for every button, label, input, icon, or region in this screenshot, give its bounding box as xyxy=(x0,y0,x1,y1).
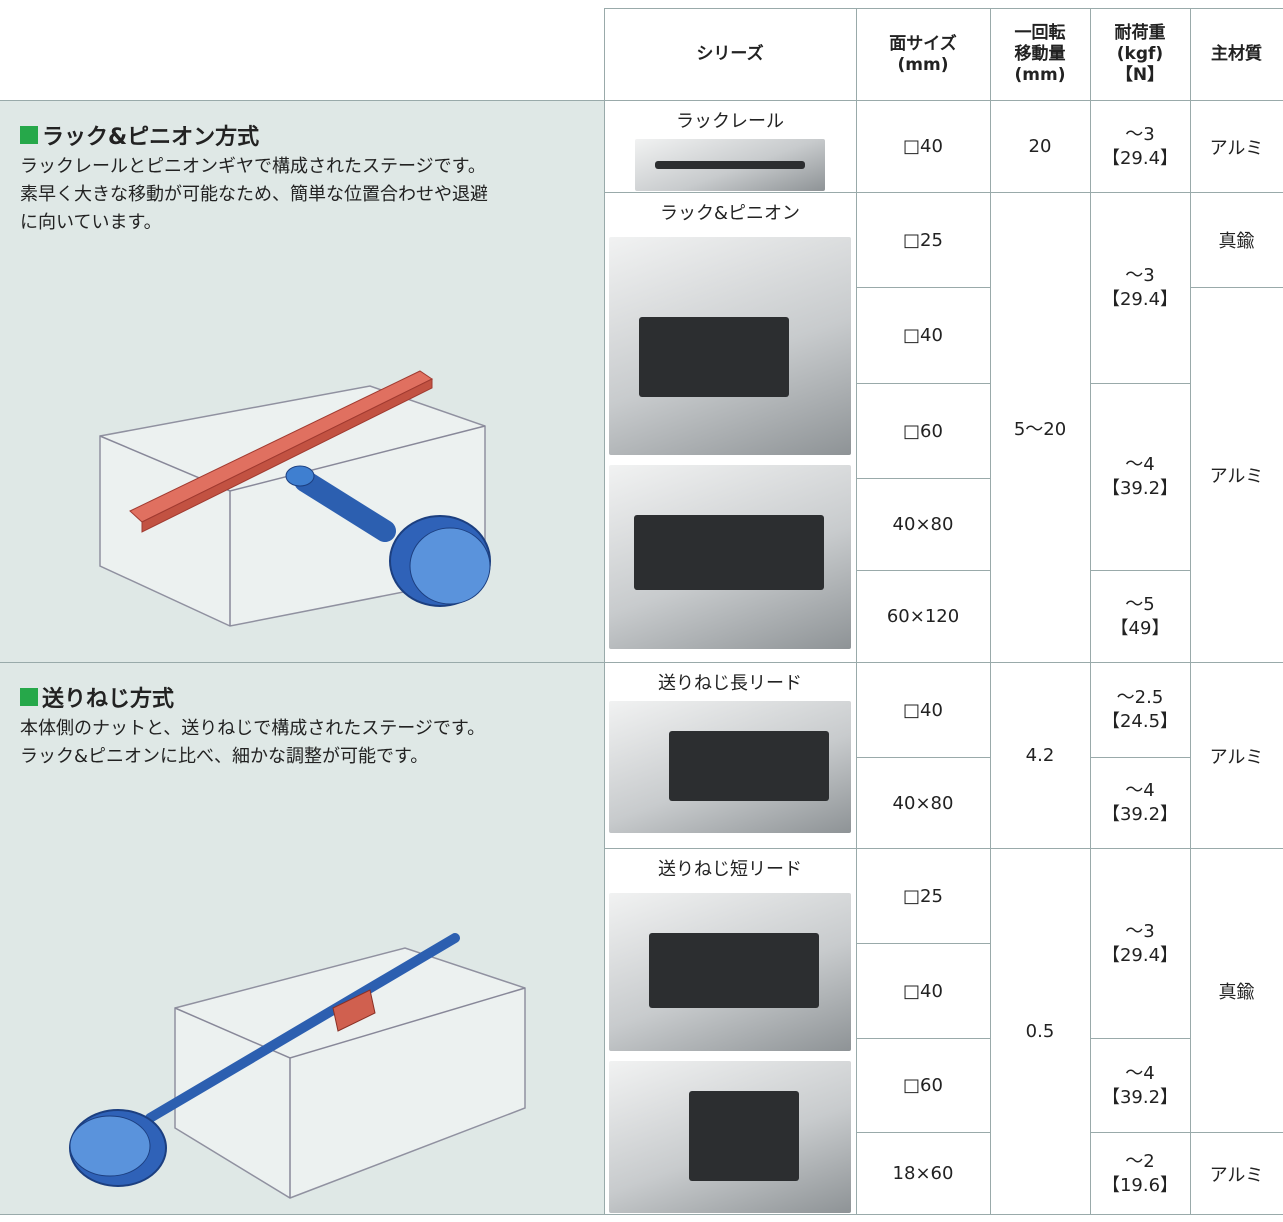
title-text: 送りねじ方式 xyxy=(42,687,175,712)
load-n: 【29.4】 xyxy=(1101,289,1179,310)
header-move: 一回転 移動量 (mm) xyxy=(989,8,1091,101)
load-cell: ～3 【29.4】 xyxy=(1089,100,1191,193)
move-cell: 4.2 xyxy=(989,662,1091,849)
product-photo xyxy=(635,139,825,191)
material-cell: アルミ xyxy=(1189,287,1283,663)
material-cell: アルミ xyxy=(1189,662,1283,849)
header-line: 耐荷重 xyxy=(1114,23,1166,43)
description: 素早く大きな移動が可能なため、簡単な位置合わせや退避 xyxy=(20,184,488,205)
move-cell: 5～20 xyxy=(989,192,1091,663)
product-photo xyxy=(609,1061,851,1213)
load-n: 【29.4】 xyxy=(1101,944,1179,966)
section: 送りねじ方式 本体側のナットと、送りねじで構成されたステージです。 ラック&ピニ… xyxy=(0,662,605,1215)
size-cell: 40×80 xyxy=(855,478,991,571)
load-n: 【19.6】 xyxy=(1101,1174,1179,1196)
size-cell: □25 xyxy=(855,192,991,288)
product-photo xyxy=(609,465,851,649)
description: ラックレールとピニオンギヤで構成されたステージです。 xyxy=(20,156,486,177)
square-icon xyxy=(20,688,38,706)
product-photo xyxy=(609,893,851,1051)
size-cell: 40×80 xyxy=(855,757,991,849)
material-cell: アルミ xyxy=(1189,1132,1283,1215)
load-n: 【24.5】 xyxy=(1101,711,1179,732)
move-cell: 0.5 xyxy=(989,848,1091,1215)
screw-illustration xyxy=(69,933,526,1199)
load-n: 【29.4】 xyxy=(1101,147,1179,169)
load-cell: ～3 【29.4】 xyxy=(1089,192,1191,384)
series-cell: ラックレール xyxy=(603,100,857,193)
rack-illustration xyxy=(99,370,491,627)
load-cell: ～4 【39.2】 xyxy=(1089,757,1191,849)
load-kgf: ～2.5 xyxy=(1116,687,1164,708)
header-load: 耐荷重 (kgf) 【N】 xyxy=(1089,8,1191,101)
title-text: ラック&ピニオン方式 xyxy=(42,125,260,150)
stage-table: シリーズ 面サイズ (mm) 一回転 移動量 (mm) 耐荷重 (kgf) 【N】 主材質… xyxy=(0,8,1283,1215)
section-title: ラック&ピニオン方式 xyxy=(20,119,604,151)
load-kgf: ～2 xyxy=(1125,1150,1155,1172)
load-kgf: ～4 xyxy=(1125,780,1155,801)
load-n: 【39.2】 xyxy=(1101,478,1179,499)
header-line: 移動量 xyxy=(1014,44,1066,64)
header-line: 【N】 xyxy=(1115,65,1165,85)
load-cell: ～2 【19.6】 xyxy=(1089,1132,1191,1215)
load-cell: ～3 【29.4】 xyxy=(1089,848,1191,1039)
material-cell: アルミ xyxy=(1189,100,1283,193)
product-photo xyxy=(609,237,851,455)
load-cell: ～2.5 【24.5】 xyxy=(1089,662,1191,758)
description: に向いています。 xyxy=(20,212,162,233)
series-cell: 送りねじ長リード xyxy=(603,662,857,849)
material-cell: 真鍮 xyxy=(1189,848,1283,1133)
load-kgf: ～3 xyxy=(1125,265,1155,286)
series-cell: 送りねじ短リード xyxy=(603,848,857,1215)
load-cell: ～5 【49】 xyxy=(1089,570,1191,663)
square-icon xyxy=(20,126,38,144)
header-line: (kgf) xyxy=(1116,44,1164,64)
series-label: 送りねじ長リード xyxy=(658,673,802,694)
load-cell: ～4 【39.2】 xyxy=(1089,1038,1191,1133)
load-kgf: ～3 xyxy=(1125,920,1155,942)
size-cell: □40 xyxy=(855,287,991,384)
section: ラック&ピニオン方式 ラックレールとピニオンギヤで構成されたステージです。 素早… xyxy=(0,100,605,663)
load-n: 【49】 xyxy=(1110,617,1170,639)
size-cell: □40 xyxy=(855,943,991,1039)
header-material: 主材質 xyxy=(1189,8,1283,101)
description: 本体側のナットと、送りねじで構成されたステージです。 xyxy=(20,718,486,739)
size-cell: □60 xyxy=(855,1038,991,1133)
header-line: (mm) xyxy=(897,54,949,75)
section-title: 送りねじ方式 xyxy=(20,681,604,713)
size-cell: 60×120 xyxy=(855,570,991,663)
series-label: ラックレール xyxy=(676,111,784,132)
series-cell: ラック&ピニオン xyxy=(603,192,857,663)
load-n: 【39.2】 xyxy=(1101,804,1179,825)
product-photo xyxy=(609,701,851,833)
size-cell: □60 xyxy=(855,383,991,479)
series-label: 送りねじ短リード xyxy=(658,859,802,880)
blank-cell xyxy=(0,8,604,101)
load-kgf: ～5 xyxy=(1125,593,1155,615)
header-line: 面サイズ xyxy=(889,33,957,54)
load-kgf: ～4 xyxy=(1125,1062,1155,1084)
description: ラック&ピニオンに比べ、細かな調整が可能です。 xyxy=(20,746,429,767)
load-kgf: ～4 xyxy=(1125,454,1155,475)
header-line: (mm) xyxy=(1014,65,1066,85)
series-label: ラック&ピニオン xyxy=(659,203,801,224)
material-cell: 真鍮 xyxy=(1189,192,1283,288)
size-cell: □25 xyxy=(855,848,991,944)
load-cell: ～4 【39.2】 xyxy=(1089,383,1191,571)
load-kgf: ～3 xyxy=(1125,123,1155,145)
load-n: 【39.2】 xyxy=(1101,1086,1179,1108)
size-cell: □40 xyxy=(855,100,991,193)
header-series: シリーズ xyxy=(603,8,857,101)
move-cell: 20 xyxy=(989,100,1091,193)
header-line: 一回転 xyxy=(1014,23,1066,43)
size-cell: 18×60 xyxy=(855,1132,991,1215)
header-size: 面サイズ (mm) xyxy=(855,8,991,101)
size-cell: □40 xyxy=(855,662,991,758)
